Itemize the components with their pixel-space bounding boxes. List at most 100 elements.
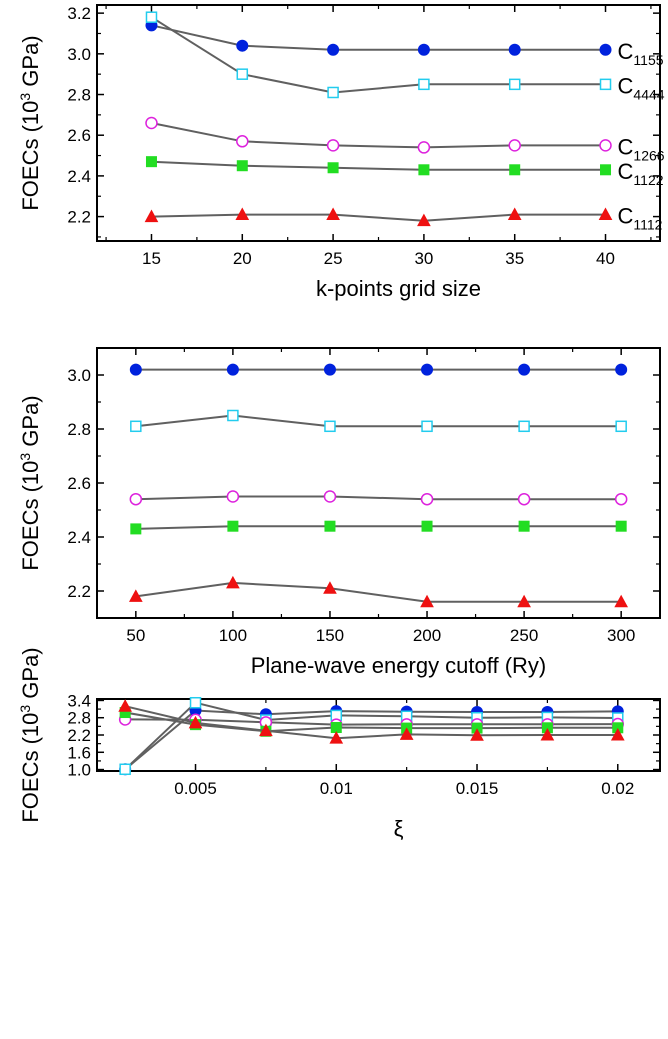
data-point-C4444 <box>615 420 627 433</box>
data-point-C1112 <box>118 699 132 712</box>
series-C1155 <box>129 363 628 376</box>
series-line-C1112 <box>124 705 618 740</box>
data-point-C1155 <box>615 363 628 376</box>
series-label-C1122: C1122 <box>618 159 664 188</box>
data-point-C4444 <box>119 763 131 776</box>
series-C1112: C1112 <box>144 204 663 233</box>
series-C1112 <box>128 575 629 608</box>
y-tick-label: 2.6 <box>67 474 91 493</box>
data-point-C4444 <box>130 420 142 433</box>
data-point-C1112 <box>259 723 273 737</box>
data-point-C1112 <box>128 589 143 602</box>
data-point-C1112 <box>610 727 625 741</box>
series-C1122: C1122 <box>145 156 664 188</box>
y-tick-label: 2.2 <box>67 582 91 601</box>
x-axis-title: ξ <box>394 816 404 841</box>
data-point-C4444 <box>189 696 202 709</box>
data-point-C1112 <box>226 575 240 589</box>
data-point-C1155 <box>421 363 434 376</box>
y-tick-label: 2.8 <box>67 86 91 105</box>
data-point-C1122 <box>130 523 142 535</box>
series-label-C1266: C1266 <box>618 134 665 163</box>
y-axis-title: FOECs (103 GPa) <box>17 395 43 570</box>
data-point-C1266 <box>417 141 431 154</box>
series-C1122 <box>130 520 627 535</box>
y-tick-label: 2.4 <box>67 528 91 547</box>
series-line-C4444 <box>135 414 622 428</box>
y-tick-label: 1.6 <box>67 743 91 762</box>
data-point-C4444 <box>145 11 158 23</box>
x-axis-title: Plane-wave energy cutoff (Ry) <box>251 653 547 678</box>
data-point-C4444 <box>324 420 336 433</box>
x-tick-label: 0.015 <box>456 779 499 798</box>
data-point-C4444 <box>418 78 430 91</box>
data-point-C1112 <box>144 209 159 223</box>
data-point-C1112 <box>417 213 431 227</box>
chart-panel-2: 50 100 150 200 250 300 2.2 2.4 2.6 2.8 3.0 Plane-wa… <box>17 347 661 678</box>
data-point-C1112 <box>326 207 340 221</box>
x-tick-label: 0.005 <box>174 779 217 798</box>
data-point-C1122 <box>418 164 430 176</box>
data-point-C1266 <box>599 139 612 152</box>
series-line-C1266 <box>151 122 606 149</box>
data-point-C1122 <box>236 160 248 172</box>
data-point-C1112 <box>598 207 613 221</box>
y-tick-label: 1.0 <box>67 761 91 780</box>
data-point-C1122 <box>227 520 239 532</box>
series-line-C1112 <box>151 213 606 222</box>
data-point-C1112 <box>540 727 555 741</box>
y-tick-label: 2.4 <box>67 167 91 186</box>
series-label-C1155: C1155 <box>618 39 664 68</box>
data-point-C1155 <box>518 363 531 376</box>
data-point-C4444 <box>508 78 521 91</box>
data-point-C1122 <box>145 156 157 168</box>
y-tick-label: 3.2 <box>67 4 91 23</box>
data-point-C1266 <box>614 492 628 506</box>
data-point-C1122 <box>330 722 342 734</box>
data-point-C4444 <box>518 420 530 433</box>
data-point-C1122 <box>518 520 530 532</box>
data-point-C1266 <box>508 139 521 152</box>
data-point-C1112 <box>507 207 522 221</box>
x-tick-label: 25 <box>324 249 343 268</box>
series-line-C4444 <box>124 701 618 771</box>
data-point-C1266 <box>517 492 531 506</box>
data-point-C1266 <box>226 490 240 503</box>
x-tick-label: 35 <box>505 249 524 268</box>
y-tick-label: 3.0 <box>67 45 91 64</box>
x-tick-label: 0.02 <box>601 779 634 798</box>
x-tick-label: 100 <box>219 626 247 645</box>
y-tick-label: 2.6 <box>67 126 91 145</box>
series-C1266: C1266 <box>145 116 665 163</box>
data-point-C1266 <box>236 135 249 148</box>
series-C4444: C4444 <box>145 11 665 102</box>
series-line-C1266 <box>135 495 622 501</box>
data-point-C1155 <box>417 43 430 56</box>
data-point-C1122 <box>327 162 339 174</box>
data-point-C1266 <box>420 492 434 506</box>
y-tick-label: 3.0 <box>67 366 91 385</box>
data-point-C1155 <box>236 39 249 52</box>
y-tick-label: 2.8 <box>67 709 91 728</box>
x-tick-label: 50 <box>126 626 145 645</box>
data-point-C1122 <box>324 520 336 532</box>
data-point-C1122 <box>421 520 433 532</box>
series-line-C1122 <box>135 525 622 530</box>
x-tick-label: 20 <box>233 249 252 268</box>
series-line-C1266 <box>125 718 618 726</box>
data-point-C1112 <box>420 594 434 608</box>
series-C1155: C1155 <box>145 19 664 68</box>
x-tick-label: 250 <box>510 626 538 645</box>
data-point-C1155 <box>129 363 142 376</box>
data-point-C1122 <box>615 520 627 532</box>
y-axis-title: FOECs (103 GPa) <box>17 35 43 210</box>
data-point-C4444 <box>421 420 433 433</box>
data-point-C4444 <box>599 78 612 91</box>
series-line-C1112 <box>135 581 622 603</box>
data-point-C4444 <box>236 68 249 80</box>
x-tick-label: 15 <box>142 249 161 268</box>
x-tick-label: 40 <box>596 249 615 268</box>
data-point-C1155 <box>327 43 340 56</box>
data-point-C1122 <box>509 164 521 176</box>
x-tick-label: 0.01 <box>320 779 353 798</box>
